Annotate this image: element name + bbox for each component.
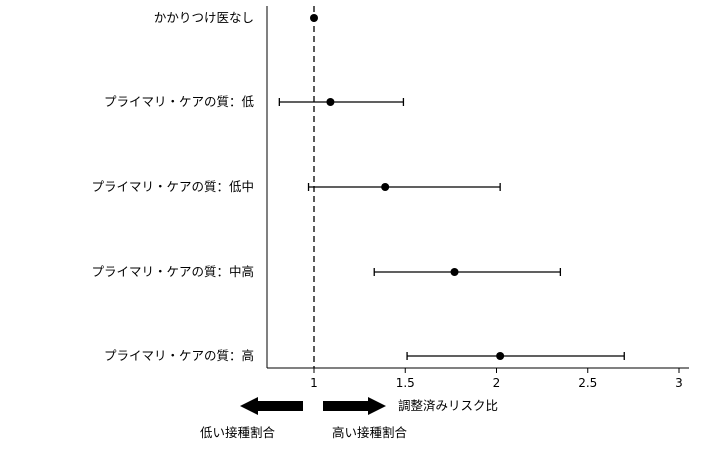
- estimate-point: [496, 352, 505, 360]
- category-label: プライマリ・ケアの質：低中: [91, 179, 254, 194]
- x-axis-title: 調整済みリスク比: [398, 398, 498, 413]
- estimate-point: [326, 98, 335, 106]
- x-tick-label: 3: [675, 376, 683, 390]
- x-tick-label: 1: [310, 376, 318, 390]
- x-axis-ticks: 1 1.5 2 2.5 3: [310, 368, 683, 390]
- high-vaccination-label: 高い接種割合: [332, 425, 408, 440]
- x-tick-label: 1.5: [396, 376, 415, 390]
- category-label: プライマリ・ケアの質：中高: [91, 264, 254, 279]
- left-arrow-icon: [240, 397, 303, 415]
- right-arrow-icon: [323, 397, 386, 415]
- estimate-point: [450, 268, 459, 276]
- category-label: かかりつけ医なし: [154, 10, 254, 25]
- category-label: プライマリ・ケアの質：高: [104, 348, 254, 363]
- x-tick-label: 2.5: [578, 376, 597, 390]
- x-tick-label: 2: [493, 376, 501, 390]
- category-label: プライマリ・ケアの質：低: [104, 94, 255, 109]
- rows-layer: かかりつけ医なしプライマリ・ケアの質：低プライマリ・ケアの質：低中プライマリ・ケ…: [91, 10, 625, 363]
- low-vaccination-label: 低い接種割合: [200, 425, 276, 440]
- estimate-point: [381, 183, 390, 191]
